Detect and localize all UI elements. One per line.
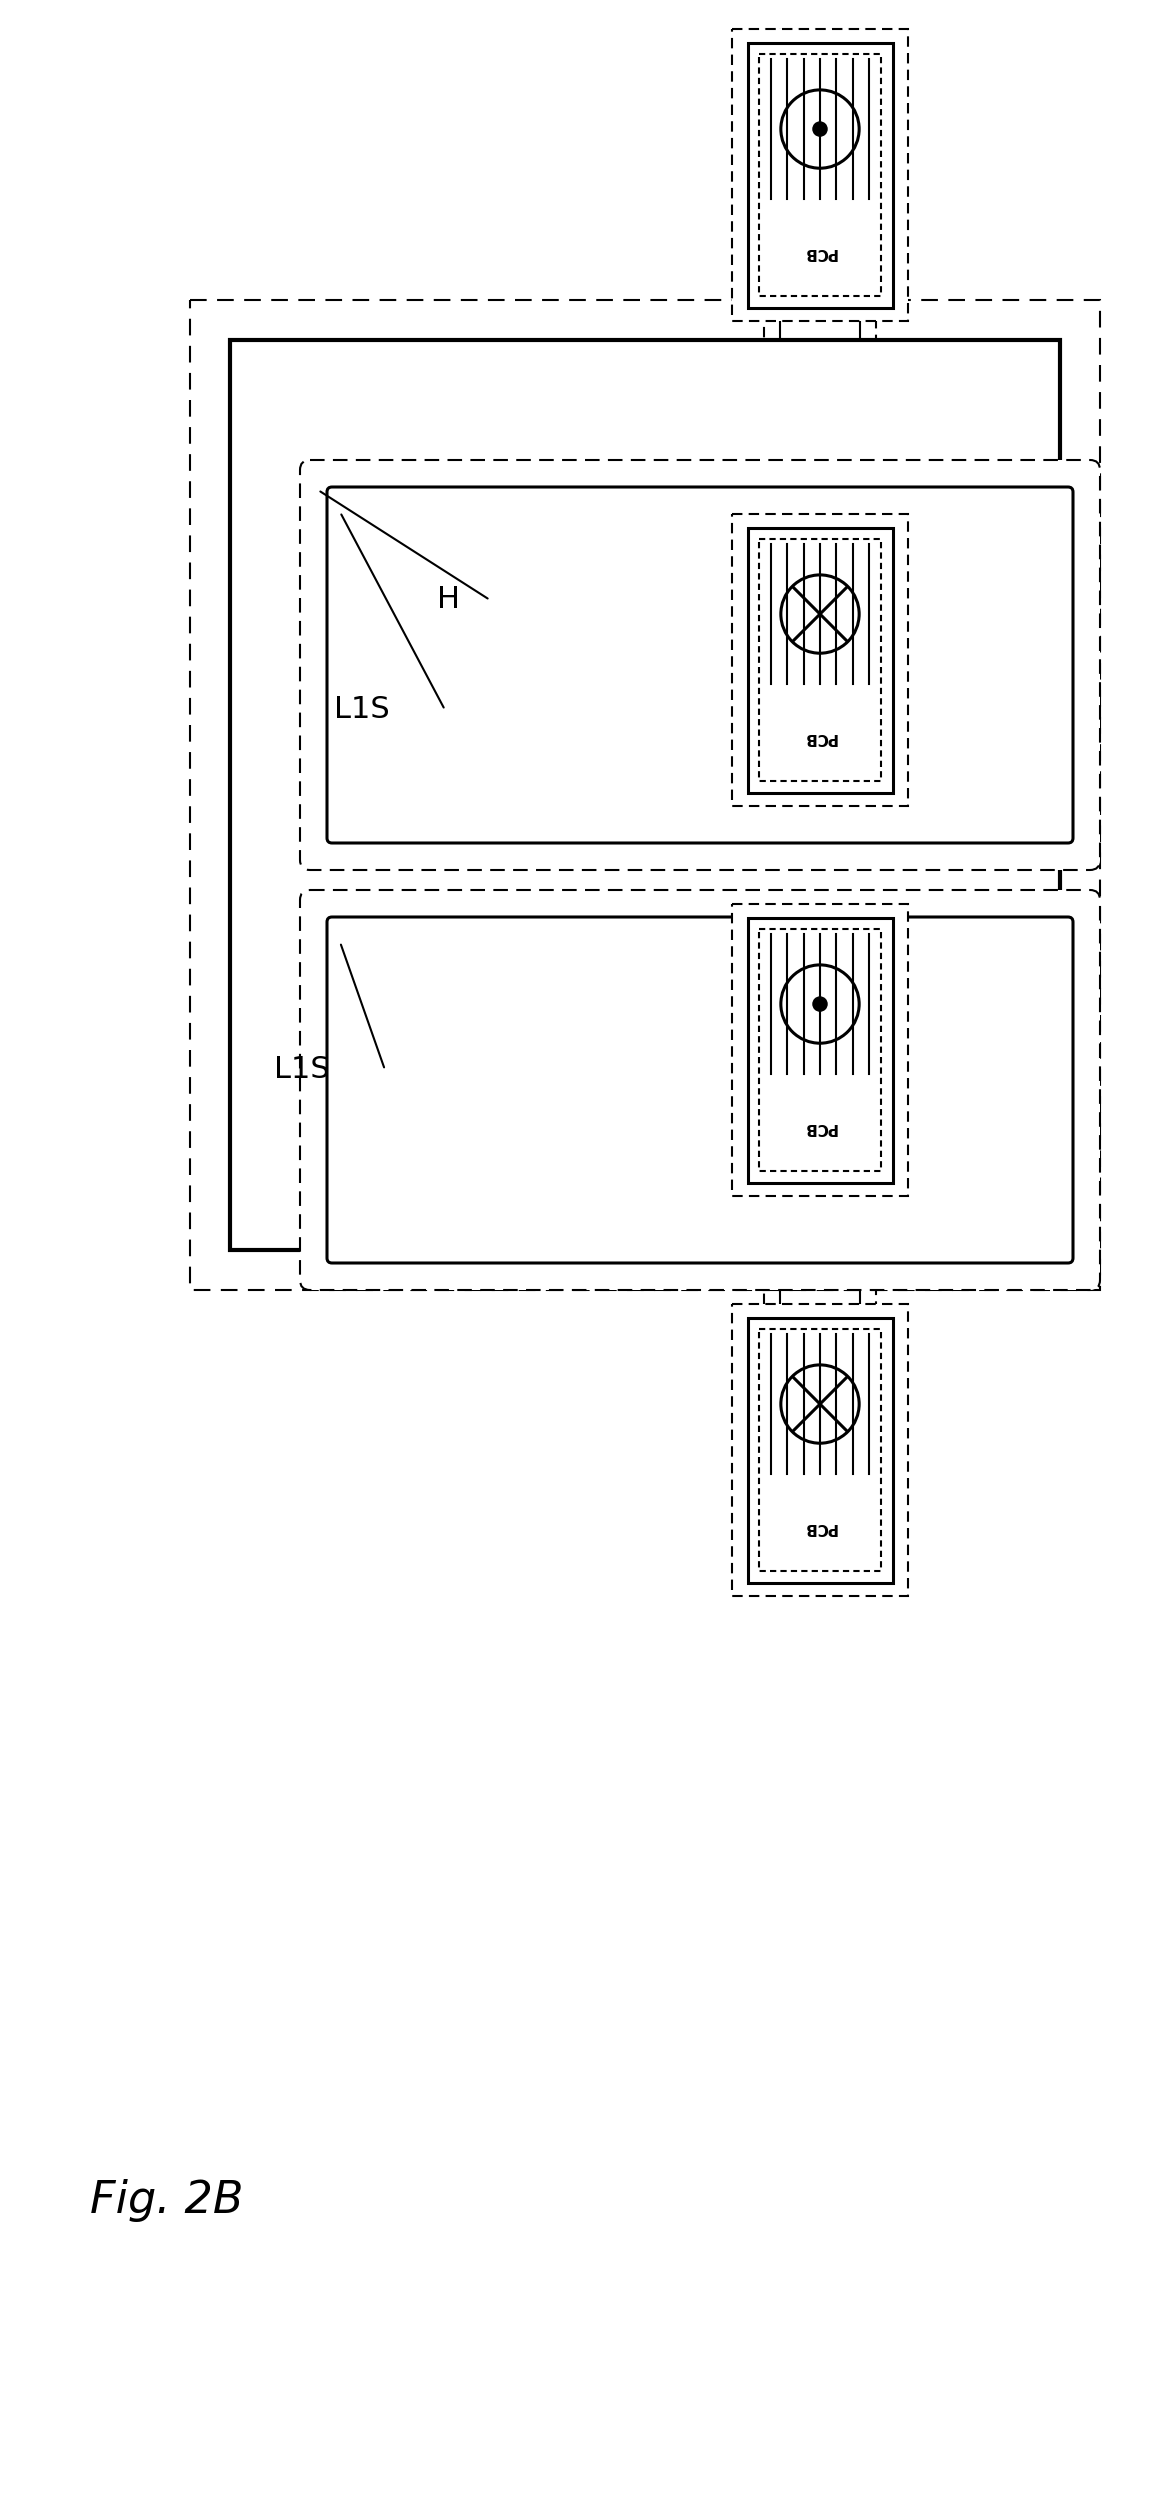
Text: L1S: L1S [334,696,390,726]
Text: L1S: L1S [274,1056,330,1084]
Circle shape [813,121,827,136]
Text: PCB: PCB [804,1520,837,1535]
FancyBboxPatch shape [327,917,1073,1263]
FancyBboxPatch shape [732,905,908,1197]
FancyBboxPatch shape [759,539,880,781]
Circle shape [813,998,827,1011]
FancyBboxPatch shape [300,890,1100,1290]
Text: Fig. 2B: Fig. 2B [90,2177,243,2223]
Text: PCB: PCB [804,731,837,746]
FancyBboxPatch shape [759,1328,880,1570]
Text: PCB: PCB [804,1119,837,1134]
FancyBboxPatch shape [759,53,880,295]
Bar [748,917,892,1182]
FancyBboxPatch shape [732,30,908,320]
Bar [748,43,892,307]
FancyBboxPatch shape [732,514,908,806]
FancyBboxPatch shape [732,1305,908,1595]
Bar [748,527,892,791]
FancyBboxPatch shape [300,461,1100,869]
FancyBboxPatch shape [327,486,1073,844]
Bar [230,340,1059,1250]
FancyBboxPatch shape [759,930,880,1172]
Text: PCB: PCB [804,244,837,260]
Bar [748,1318,892,1583]
Text: H: H [437,585,461,615]
